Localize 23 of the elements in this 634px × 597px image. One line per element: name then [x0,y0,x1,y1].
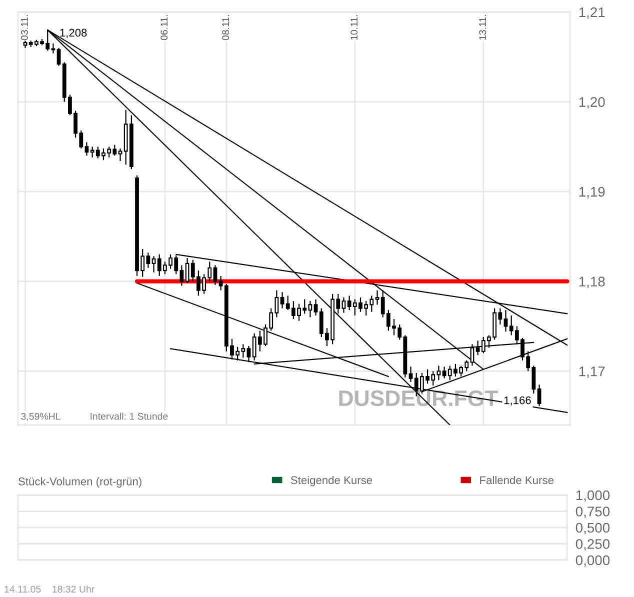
y-tick-label: 0,500 [576,522,610,534]
legend-label: Fallende Kurse [480,476,554,484]
y-tick-label: 0,750 [576,506,610,518]
annotation: Intervall: 1 Stunde [90,412,168,420]
chart-title: Stück-Volumen (rot-grün) [18,477,142,488]
y-tick-label: 1,000 [576,490,610,502]
y-tick-label: 0,000 [576,555,610,567]
x-tick-label: 13.11. [479,15,486,40]
annotation: 1,208 [60,28,87,38]
y-tick-label: 0,250 [576,539,610,551]
annotation: 3,59%HL [21,412,60,421]
text: 14.11.05 18:32 Uhr [4,585,94,593]
legend-label: Steigende Kurse [290,476,372,486]
y-tick-label: 1,17 [579,366,605,378]
x-tick-label: 03.11. [20,15,28,40]
annotation: 1,166 [504,396,531,406]
x-tick-label: 10.11. [350,15,358,40]
x-tick-label: 08.11. [222,15,230,40]
x-tick-label: 06.11. [160,15,168,40]
y-tick-label: 1,20 [579,97,605,109]
y-tick-label: 1,21 [579,7,605,19]
y-tick-label: 1,18 [579,276,605,288]
y-tick-label: 1,19 [579,186,605,198]
